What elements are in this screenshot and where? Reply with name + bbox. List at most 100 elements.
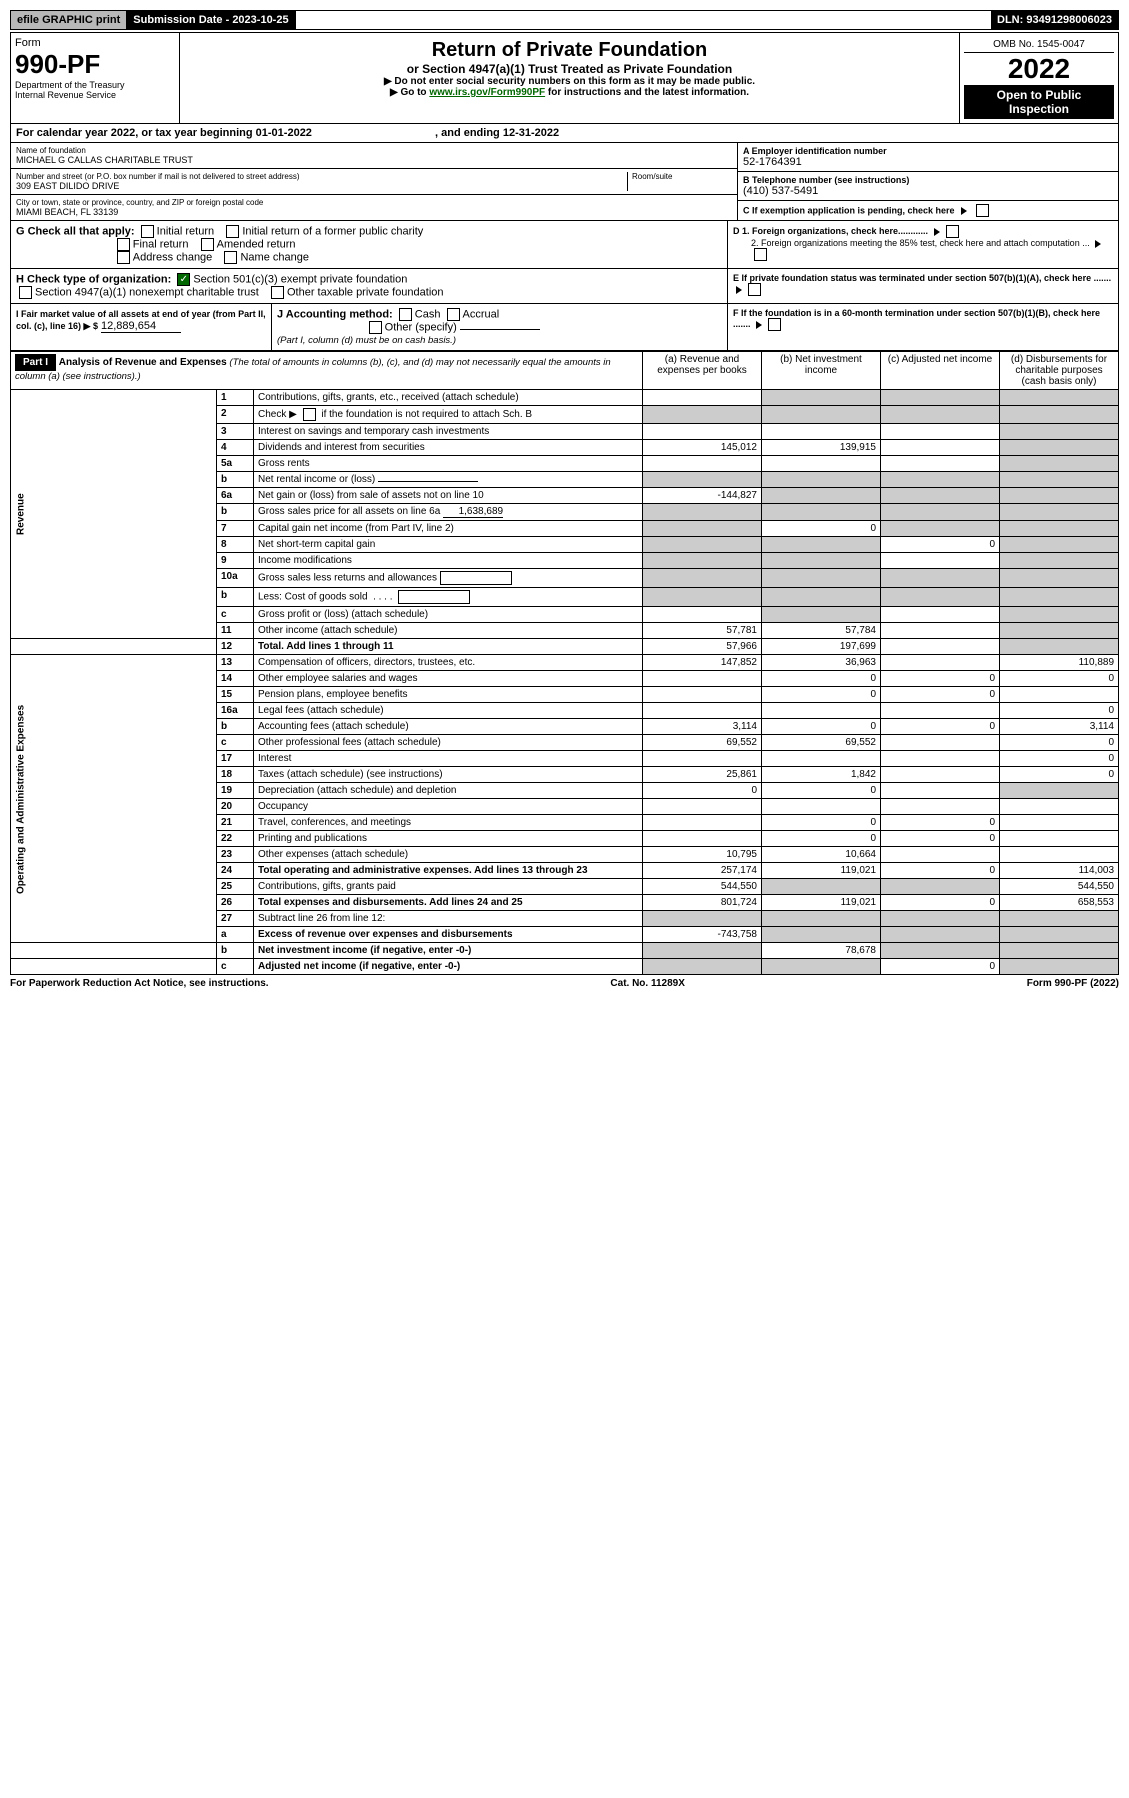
phone-value: (410) 537-5491: [743, 185, 1113, 197]
line-2-desc: Check ▶ if the foundation is not require…: [254, 406, 643, 424]
section-d1-label: D 1. Foreign organizations, check here..…: [733, 226, 928, 236]
checkbox-4947[interactable]: [19, 286, 32, 299]
line-9-desc: Income modifications: [254, 553, 643, 569]
line-10c-desc: Gross profit or (loss) (attach schedule): [254, 607, 643, 623]
line-27c-desc: Adjusted net income (if negative, enter …: [254, 959, 643, 975]
j-note: (Part I, column (d) must be on cash basi…: [277, 335, 456, 346]
efile-print-btn[interactable]: efile GRAPHIC print: [11, 11, 127, 29]
ein-label: A Employer identification number: [743, 146, 1113, 156]
form-label: Form: [15, 37, 175, 49]
ein-value: 52-1764391: [743, 156, 1113, 168]
revenue-label: Revenue: [11, 390, 217, 639]
col-b-header: (b) Net investment income: [762, 352, 881, 390]
section-c-label: C If exemption application is pending, c…: [743, 205, 955, 215]
form-number: 990-PF: [15, 49, 175, 80]
line-16c-desc: Other professional fees (attach schedule…: [254, 735, 643, 751]
checkbox-d2[interactable]: [754, 248, 767, 261]
expenses-label: Operating and Administrative Expenses: [11, 655, 217, 943]
irs-label: Internal Revenue Service: [15, 90, 175, 100]
line-16a-desc: Legal fees (attach schedule): [254, 703, 643, 719]
warning-line-2: ▶ Go to www.irs.gov/Form990PF for instru…: [186, 87, 953, 98]
col-a-header: (a) Revenue and expenses per books: [643, 352, 762, 390]
line-20-desc: Occupancy: [254, 799, 643, 815]
checkbox-cash[interactable]: [399, 308, 412, 321]
name-label: Name of foundation: [16, 146, 732, 155]
submission-date: Submission Date - 2023-10-25: [127, 11, 295, 29]
line-1-desc: Contributions, gifts, grants, etc., rece…: [254, 390, 643, 406]
section-d2-label: 2. Foreign organizations meeting the 85%…: [751, 238, 1090, 248]
line-7-desc: Capital gain net income (from Part IV, l…: [254, 521, 643, 537]
line-17-desc: Interest: [254, 751, 643, 767]
line-13-desc: Compensation of officers, directors, tru…: [254, 655, 643, 671]
top-bar: efile GRAPHIC print Submission Date - 20…: [10, 10, 1119, 30]
foundation-name: MICHAEL G CALLAS CHARITABLE TRUST: [16, 155, 732, 165]
line-12-desc: Total. Add lines 1 through 11: [254, 639, 643, 655]
checkbox-other-method[interactable]: [369, 321, 382, 334]
form-title: Return of Private Foundation: [186, 39, 953, 62]
checkbox-sch-b[interactable]: [303, 408, 316, 421]
arrow-icon: [934, 228, 940, 236]
line-16b-desc: Accounting fees (attach schedule): [254, 719, 643, 735]
checkbox-initial-return[interactable]: [141, 225, 154, 238]
part1-title: Analysis of Revenue and Expenses: [59, 357, 227, 368]
checkbox-d1[interactable]: [946, 225, 959, 238]
line-15-desc: Pension plans, employee benefits: [254, 687, 643, 703]
section-h-label: H Check type of organization:: [16, 273, 171, 285]
form-header: Form 990-PF Department of the Treasury I…: [10, 32, 1119, 124]
line-26-desc: Total expenses and disbursements. Add li…: [254, 895, 643, 911]
part1-table: Part I Analysis of Revenue and Expenses …: [10, 351, 1119, 975]
arrow-icon: [1095, 240, 1101, 248]
line-23-desc: Other expenses (attach schedule): [254, 847, 643, 863]
checkbox-amended[interactable]: [201, 238, 214, 251]
line-10b-desc: Less: Cost of goods sold . . . .: [254, 588, 643, 607]
line-5b-desc: Net rental income or (loss): [254, 472, 643, 488]
arrow-icon: [756, 321, 762, 329]
checkbox-c[interactable]: [976, 204, 989, 217]
checkbox-initial-public[interactable]: [226, 225, 239, 238]
checkbox-e[interactable]: [748, 283, 761, 296]
section-j-label: J Accounting method:: [277, 308, 393, 320]
warning-line-1: ▶ Do not enter social security numbers o…: [186, 76, 953, 87]
line-18-desc: Taxes (attach schedule) (see instruction…: [254, 767, 643, 783]
checkbox-address-change[interactable]: [117, 251, 130, 264]
checkbox-final-return[interactable]: [117, 238, 130, 251]
line-4-desc: Dividends and interest from securities: [254, 440, 643, 456]
room-label: Room/suite: [632, 172, 732, 181]
tax-year: 2022: [964, 53, 1114, 85]
checkbox-f[interactable]: [768, 318, 781, 331]
line-27a-desc: Excess of revenue over expenses and disb…: [254, 927, 643, 943]
form-subtitle: or Section 4947(a)(1) Trust Treated as P…: [186, 62, 953, 76]
checkbox-accrual[interactable]: [447, 308, 460, 321]
line-27b-desc: Net investment income (if negative, ente…: [254, 943, 643, 959]
line-11-desc: Other income (attach schedule): [254, 623, 643, 639]
form-ref: Form 990-PF (2022): [1027, 978, 1119, 989]
irs-link[interactable]: www.irs.gov/Form990PF: [429, 87, 545, 98]
line-10a-desc: Gross sales less returns and allowances: [254, 569, 643, 588]
dln-number: DLN: 93491298006023: [991, 11, 1118, 29]
line-19-desc: Depreciation (attach schedule) and deple…: [254, 783, 643, 799]
phone-label: B Telephone number (see instructions): [743, 175, 1113, 185]
line-3-desc: Interest on savings and temporary cash i…: [254, 424, 643, 440]
arrow-icon: [736, 286, 742, 294]
arrow-icon: [961, 207, 967, 215]
section-e-label: E If private foundation status was termi…: [733, 273, 1111, 283]
checkbox-other-taxable[interactable]: [271, 286, 284, 299]
line-6a-desc: Net gain or (loss) from sale of assets n…: [254, 488, 643, 504]
line-6b-desc: Gross sales price for all assets on line…: [254, 504, 643, 521]
address-street: 309 EAST DILIDO DRIVE: [16, 181, 627, 191]
city-label: City or town, state or province, country…: [16, 198, 732, 207]
checkbox-name-change[interactable]: [224, 251, 237, 264]
line-8-desc: Net short-term capital gain: [254, 537, 643, 553]
cat-no: Cat. No. 11289X: [610, 978, 684, 989]
part1-label: Part I: [15, 354, 56, 371]
line-22-desc: Printing and publications: [254, 831, 643, 847]
checkbox-501c3[interactable]: ✓: [177, 273, 190, 286]
page-footer: For Paperwork Reduction Act Notice, see …: [10, 975, 1119, 992]
open-inspection: Open to Public Inspection: [964, 85, 1114, 119]
line-21-desc: Travel, conferences, and meetings: [254, 815, 643, 831]
section-f-label: F If the foundation is in a 60-month ter…: [733, 308, 1100, 329]
line-5a-desc: Gross rents: [254, 456, 643, 472]
section-g-label: G Check all that apply:: [16, 225, 135, 237]
line-25-desc: Contributions, gifts, grants paid: [254, 879, 643, 895]
paperwork-notice: For Paperwork Reduction Act Notice, see …: [10, 978, 269, 989]
